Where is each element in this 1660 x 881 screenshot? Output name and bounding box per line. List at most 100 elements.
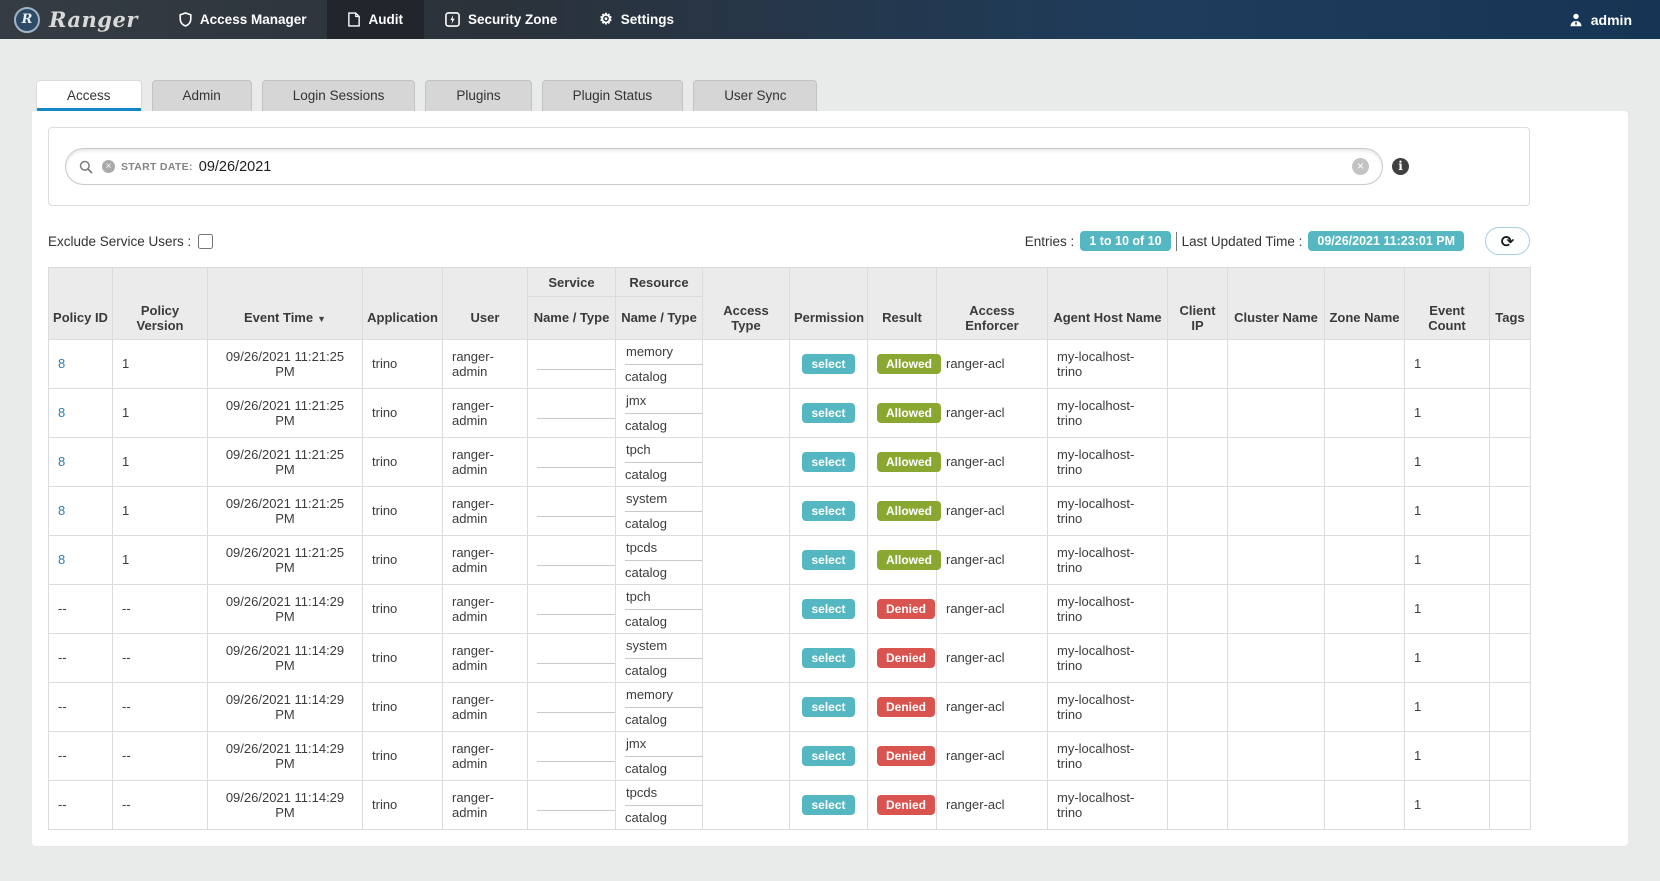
cell-cluster-name	[1227, 485, 1325, 536]
bolt-square-icon	[445, 12, 460, 27]
result-badge: Denied	[877, 794, 936, 815]
column-header-tags: Tags	[1489, 296, 1531, 340]
info-icon[interactable]: i	[1392, 158, 1409, 175]
cell-service-name	[537, 798, 615, 811]
policy-id-link[interactable]: 8	[58, 503, 66, 518]
cell-access-type	[702, 583, 790, 634]
cell-policy-version: 1	[112, 338, 208, 389]
cell-client-ip	[1167, 534, 1228, 585]
cell-service	[527, 387, 616, 438]
search-input[interactable]: × START DATE: 09/26/2021 ×	[65, 148, 1383, 185]
cell-resource-name: system	[625, 638, 703, 659]
header-group-service: Service	[527, 267, 616, 297]
cell-policy-version: 1	[112, 436, 208, 487]
cell-access-type	[702, 730, 790, 781]
cell-service-name	[537, 406, 615, 419]
cell-event-time: 09/26/2021 11:21:25 PM	[207, 534, 363, 585]
cell-service	[527, 338, 616, 389]
header-spacer	[1324, 267, 1405, 297]
tab-plugins[interactable]: Plugins	[425, 80, 532, 111]
nav-item-audit[interactable]: Audit	[327, 0, 424, 39]
column-header-label: Agent Host Name	[1053, 310, 1162, 325]
policy-id-link[interactable]: 8	[58, 552, 66, 567]
cell-access-enforcer: ranger-acl	[936, 485, 1048, 536]
cell-tags	[1489, 387, 1531, 438]
refresh-button[interactable]: ⟳	[1485, 227, 1530, 255]
cell-resource-name: tpcds	[625, 785, 703, 806]
cell-event-time: 09/26/2021 11:14:29 PM	[207, 681, 363, 732]
permission-badge: select	[802, 402, 855, 423]
cell-resource: memory catalog	[615, 338, 703, 389]
cell-service-name	[537, 553, 615, 566]
tab-admin[interactable]: Admin	[151, 80, 252, 111]
result-badge: Allowed	[877, 500, 942, 521]
column-header-label: Cluster Name	[1234, 310, 1318, 325]
cell-permission: select	[789, 681, 868, 732]
column-header-application: Application	[362, 296, 443, 340]
cell-permission: select	[789, 485, 868, 536]
tab-user-sync[interactable]: User Sync	[693, 80, 818, 111]
nav-item-security-zone[interactable]: Security Zone	[424, 0, 578, 39]
cell-user: ranger-admin	[442, 338, 528, 389]
cell-agent-host-name: my-localhost-trino	[1047, 534, 1168, 585]
cell-result: Denied	[867, 632, 937, 683]
nav-item-settings[interactable]: ⚙ Settings	[578, 0, 695, 39]
table-controls: Exclude Service Users : Entries : 1 to 1…	[48, 227, 1530, 255]
cell-client-ip	[1167, 632, 1228, 683]
cell-resource-type: catalog	[625, 466, 667, 482]
clear-search-icon[interactable]: ×	[1352, 158, 1369, 175]
policy-id-link[interactable]: 8	[58, 356, 66, 371]
column-header-access-enforcer: Access Enforcer	[936, 296, 1048, 340]
cell-service	[527, 436, 616, 487]
cell-client-ip	[1167, 779, 1228, 830]
cell-resource-type: catalog	[625, 368, 667, 384]
cell-tags	[1489, 730, 1531, 781]
cell-event-count: 1	[1404, 338, 1490, 389]
cell-user: ranger-admin	[442, 534, 528, 585]
cell-permission: select	[789, 387, 868, 438]
tab-access[interactable]: Access	[36, 80, 142, 111]
cell-user: ranger-admin	[442, 779, 528, 830]
tab-plugin-status[interactable]: Plugin Status	[541, 80, 684, 111]
cell-user: ranger-admin	[442, 583, 528, 634]
permission-badge: select	[802, 451, 855, 472]
policy-id-link[interactable]: 8	[58, 405, 66, 420]
cell-result: Denied	[867, 730, 937, 781]
cell-client-ip	[1167, 436, 1228, 487]
search-icon	[79, 160, 93, 174]
policy-id-link[interactable]: 8	[58, 454, 66, 469]
cell-resource-type: catalog	[625, 760, 667, 776]
ranger-logo[interactable]: R Ranger	[0, 0, 158, 39]
ranger-logo-icon: R	[14, 6, 40, 33]
column-header-service-name-type: Name / Type	[527, 296, 616, 340]
cell-tags	[1489, 338, 1531, 389]
column-header-label: Client IP	[1179, 302, 1216, 333]
cell-zone-name	[1324, 632, 1405, 683]
permission-badge: select	[802, 500, 855, 521]
cell-access-enforcer: ranger-acl	[936, 436, 1048, 487]
cell-cluster-name	[1227, 632, 1325, 683]
cell-policy-version: 1	[112, 387, 208, 438]
tab-login-sessions[interactable]: Login Sessions	[261, 80, 416, 111]
exclude-service-users-checkbox[interactable]	[198, 233, 214, 249]
table-row: 8 1 09/26/2021 11:21:25 PM trino ranger-admi…	[48, 534, 1531, 585]
user-menu[interactable]: admin	[1568, 0, 1660, 39]
cell-event-count: 1	[1404, 583, 1490, 634]
cell-result: Denied	[867, 583, 937, 634]
cell-result: Allowed	[867, 436, 942, 487]
sort-desc-icon: ▼	[317, 314, 327, 324]
cell-access-enforcer: ranger-acl	[936, 779, 1048, 830]
cell-access-enforcer: ranger-acl	[936, 632, 1048, 683]
column-header-agent-host-name: Agent Host Name	[1047, 296, 1168, 340]
cell-access-enforcer: ranger-acl	[936, 387, 1048, 438]
column-header-event-time[interactable]: Event Time ▼	[207, 296, 363, 340]
cell-cluster-name	[1227, 338, 1325, 389]
cell-policy-version: 1	[112, 485, 208, 536]
remove-filter-icon[interactable]: ×	[102, 160, 115, 173]
cell-user: ranger-admin	[442, 681, 528, 732]
cell-event-count: 1	[1404, 681, 1490, 732]
column-header-label: Name / Type	[533, 310, 610, 326]
nav-item-access-manager[interactable]: Access Manager	[158, 0, 328, 39]
cell-cluster-name	[1227, 436, 1325, 487]
cell-access-type	[702, 338, 790, 389]
